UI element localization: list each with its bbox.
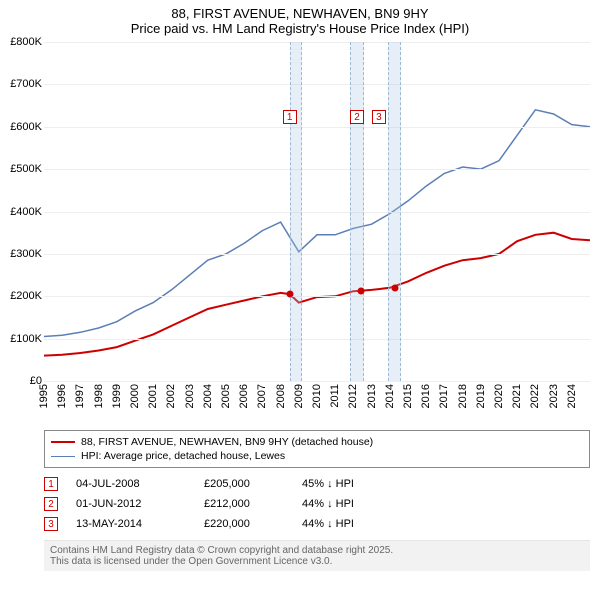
y-axis-label: £200K — [0, 290, 42, 302]
x-axis-ticks: 1995199619971998199920002001200220032004… — [44, 382, 590, 426]
x-axis-label: 2019 — [475, 384, 487, 408]
x-axis-label: 2021 — [511, 384, 523, 408]
x-axis-label: 1999 — [111, 384, 123, 408]
x-axis-label: 2017 — [438, 384, 450, 408]
transaction-date: 13-MAY-2014 — [76, 518, 186, 530]
event-marker: 3 — [372, 110, 386, 124]
x-axis-label: 2005 — [220, 384, 232, 408]
x-axis-label: 2016 — [420, 384, 432, 408]
event-band — [290, 42, 303, 381]
x-axis-label: 2006 — [238, 384, 250, 408]
x-axis-label: 2001 — [147, 384, 159, 408]
x-axis-label: 2018 — [457, 384, 469, 408]
footer-line: Contains HM Land Registry data © Crown c… — [50, 545, 584, 556]
chart-legend: 88, FIRST AVENUE, NEWHAVEN, BN9 9HY (det… — [44, 430, 590, 468]
transaction-delta: 45% ↓ HPI — [302, 478, 354, 490]
y-axis-label: £800K — [0, 36, 42, 48]
x-axis-label: 2023 — [548, 384, 560, 408]
attribution-footer: Contains HM Land Registry data © Crown c… — [44, 540, 590, 571]
x-axis-label: 2008 — [275, 384, 287, 408]
footer-line: This data is licensed under the Open Gov… — [50, 556, 584, 567]
chart-header: 88, FIRST AVENUE, NEWHAVEN, BN9 9HY Pric… — [0, 0, 600, 38]
legend-label: 88, FIRST AVENUE, NEWHAVEN, BN9 9HY (det… — [81, 436, 373, 448]
legend-label: HPI: Average price, detached house, Lewe… — [81, 450, 285, 462]
x-axis-label: 2002 — [165, 384, 177, 408]
x-axis-label: 2012 — [347, 384, 359, 408]
legend-swatch — [51, 441, 75, 443]
x-axis-label: 2009 — [293, 384, 305, 408]
x-axis-label: 2007 — [256, 384, 268, 408]
x-axis-label: 2024 — [566, 384, 578, 408]
legend-item: HPI: Average price, detached house, Lewe… — [51, 449, 583, 463]
x-axis-label: 1996 — [56, 384, 68, 408]
event-band — [388, 42, 401, 381]
event-marker: 1 — [44, 477, 58, 491]
price-point-icon — [286, 291, 293, 298]
x-axis-label: 2015 — [402, 384, 414, 408]
event-marker: 2 — [44, 497, 58, 511]
transaction-date: 01-JUN-2012 — [76, 498, 186, 510]
series-line — [44, 233, 590, 356]
header-subtitle: Price paid vs. HM Land Registry's House … — [0, 21, 600, 36]
transaction-delta: 44% ↓ HPI — [302, 498, 354, 510]
y-axis-label: £600K — [0, 121, 42, 133]
price-point-icon — [392, 284, 399, 291]
y-axis-label: £100K — [0, 333, 42, 345]
transaction-row: 1 04-JUL-2008 £205,000 45% ↓ HPI — [44, 474, 590, 494]
event-marker: 3 — [44, 517, 58, 531]
x-axis-label: 1995 — [38, 384, 50, 408]
y-axis-label: £300K — [0, 248, 42, 260]
y-axis-label: £400K — [0, 206, 42, 218]
x-axis-label: 2003 — [184, 384, 196, 408]
transaction-price: £220,000 — [204, 518, 284, 530]
price-chart: £0£100K£200K£300K£400K£500K£600K£700K£80… — [44, 42, 590, 382]
x-axis-label: 2020 — [493, 384, 505, 408]
legend-item: 88, FIRST AVENUE, NEWHAVEN, BN9 9HY (det… — [51, 435, 583, 449]
transaction-price: £212,000 — [204, 498, 284, 510]
x-axis-label: 2014 — [384, 384, 396, 408]
y-axis-label: £0 — [0, 375, 42, 387]
x-axis-label: 1998 — [93, 384, 105, 408]
event-marker: 1 — [283, 110, 297, 124]
x-axis-label: 2004 — [202, 384, 214, 408]
x-axis-label: 2013 — [366, 384, 378, 408]
x-axis-label: 2000 — [129, 384, 141, 408]
x-axis-label: 2010 — [311, 384, 323, 408]
legend-swatch — [51, 456, 75, 457]
transaction-price: £205,000 — [204, 478, 284, 490]
x-axis-label: 2011 — [329, 384, 341, 408]
transaction-row: 3 13-MAY-2014 £220,000 44% ↓ HPI — [44, 514, 590, 534]
transaction-delta: 44% ↓ HPI — [302, 518, 354, 530]
header-address: 88, FIRST AVENUE, NEWHAVEN, BN9 9HY — [0, 6, 600, 21]
transaction-date: 04-JUL-2008 — [76, 478, 186, 490]
price-point-icon — [357, 288, 364, 295]
x-axis-label: 2022 — [529, 384, 541, 408]
event-band — [350, 42, 365, 381]
x-axis-label: 1997 — [74, 384, 86, 408]
y-axis-label: £500K — [0, 163, 42, 175]
transaction-row: 2 01-JUN-2012 £212,000 44% ↓ HPI — [44, 494, 590, 514]
y-axis-label: £700K — [0, 78, 42, 90]
transactions-table: 1 04-JUL-2008 £205,000 45% ↓ HPI 2 01-JUN-201… — [44, 474, 590, 534]
series-line — [44, 110, 590, 337]
event-marker: 2 — [350, 110, 364, 124]
